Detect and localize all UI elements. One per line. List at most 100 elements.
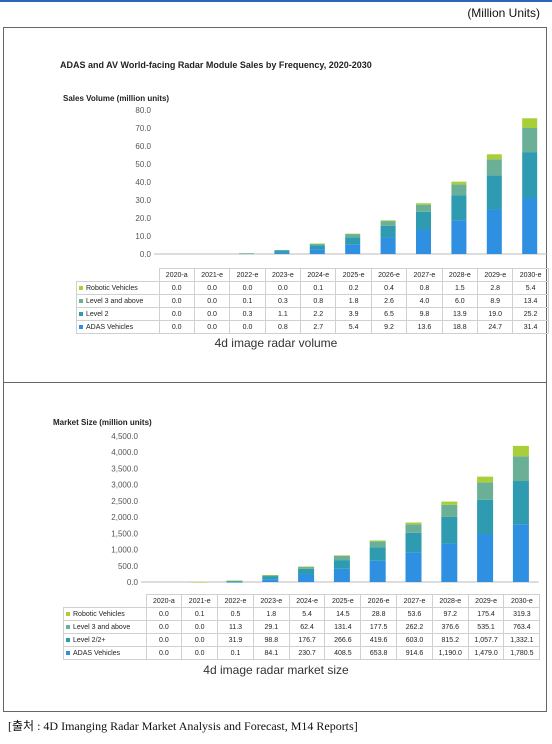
bar-segment	[441, 543, 458, 582]
data-label: 0.0	[181, 620, 219, 634]
data-label: 0.0	[158, 281, 195, 295]
legend-entry: Level 2/2+	[63, 633, 147, 647]
data-label: 176.7	[288, 633, 326, 647]
bar-segment	[309, 249, 325, 254]
y-tick-label: 0.0	[127, 578, 139, 587]
legend-swatch	[66, 637, 70, 642]
data-label: 29.1	[252, 620, 290, 634]
data-label: 0.0	[193, 320, 231, 334]
data-label: 0.1	[300, 281, 337, 295]
data-label: 3.9	[335, 307, 372, 321]
legend-swatch	[79, 285, 83, 290]
data-label: 1,057.7	[467, 633, 505, 647]
x-tick-label: 2021-e	[193, 268, 231, 282]
table-row: Robotic Vehicles 0.0 0.1 0.5 1.8 5.4 14.5 28.8 5…	[63, 607, 541, 621]
y-tick-label: 80.0	[135, 106, 151, 115]
data-label: 0.0	[158, 307, 195, 321]
bar-segment	[477, 499, 494, 535]
legend-entry: Robotic Vehicles	[63, 607, 147, 621]
bar-segment	[416, 203, 431, 205]
y-tick-label: 30.0	[135, 196, 151, 205]
bar-segment	[380, 221, 396, 226]
data-label: 0.8	[406, 281, 443, 295]
table-row: ADAS Vehicles 0.0 0.0 0.0 0.8 2.7 5.4 9.2 13.6 18…	[76, 320, 549, 334]
legend-swatch	[79, 298, 83, 303]
bar-segment	[522, 118, 538, 128]
data-label: 13.9	[441, 307, 479, 321]
bar-segment	[369, 540, 386, 542]
data-label: 131.4	[324, 620, 362, 634]
data-label: 0.0	[229, 320, 266, 334]
x-tick-label: 2030-e	[503, 594, 541, 608]
data-label: 0.0	[158, 294, 195, 308]
data-label: 5.4	[288, 607, 326, 621]
y-tick-label: 3,000.0	[111, 481, 138, 490]
data-label: 262.2	[396, 620, 433, 634]
data-label: 419.6	[360, 633, 398, 647]
legend-swatch	[79, 324, 83, 329]
table-row: Level 2/2+ 0.0 0.0 31.9 98.8 176.7 266.6 419.6 6…	[63, 633, 541, 647]
legend-entry: Level 3 and above	[63, 620, 147, 634]
data-label: 0.0	[181, 633, 219, 647]
x-tick-label: 2022-e	[217, 594, 254, 608]
data-label: 603.0	[396, 633, 433, 647]
data-label: 5.4	[512, 281, 549, 295]
bar-segment	[441, 504, 458, 517]
market-y-axis-title: Market Size (million units)	[53, 418, 152, 427]
bar-segment	[274, 250, 290, 251]
chart-title: ADAS and AV World-facing Radar Module Sa…	[60, 60, 372, 70]
legend-entry: Robotic Vehicles	[76, 281, 160, 295]
bar-segment	[190, 581, 207, 583]
bar-segment	[512, 481, 529, 525]
y-tick-label: 0.0	[140, 250, 152, 259]
data-label: 0.0	[158, 320, 195, 334]
y-tick-label: 1,000.0	[111, 546, 138, 555]
bar-segment	[416, 211, 431, 230]
x-tick-label: 2030-e	[512, 268, 549, 282]
bar-segment	[451, 220, 467, 254]
bar-segment	[486, 175, 502, 210]
data-label: 0.0	[193, 281, 231, 295]
x-tick-label: 2024-e	[288, 594, 326, 608]
y-tick-label: 20.0	[135, 214, 151, 223]
table-row: Robotic Vehicles 0.0 0.0 0.0 0.0 0.1 0.2 0.4 0.8…	[76, 281, 549, 295]
bar-segment	[345, 237, 361, 245]
bar-segment	[512, 456, 529, 482]
data-label: 1.5	[441, 281, 479, 295]
y-tick-label: 10.0	[135, 232, 151, 241]
y-tick-label: 4,500.0	[111, 432, 138, 441]
data-label: 6.0	[441, 294, 479, 308]
data-label: 535.1	[467, 620, 505, 634]
data-label: 98.8	[252, 633, 290, 647]
bar-segment	[333, 555, 350, 561]
data-label: 0.4	[370, 281, 408, 295]
data-label: 177.5	[360, 620, 398, 634]
data-label: 11.3	[217, 620, 254, 634]
y-tick-label: 2,500.0	[111, 497, 138, 506]
data-label: 0.0	[193, 294, 231, 308]
bar-segment	[369, 547, 386, 561]
data-label: 18.8	[441, 320, 479, 334]
bar-segment	[477, 476, 494, 483]
data-label: 408.5	[324, 646, 362, 660]
x-tick-label: 2028-e	[441, 268, 479, 282]
y-tick-label: 50.0	[135, 160, 151, 169]
legend-swatch	[66, 611, 70, 616]
legend-swatch	[79, 311, 83, 316]
x-tick-label: 2026-e	[370, 268, 408, 282]
data-label: 1.1	[264, 307, 302, 321]
legend-swatch	[66, 624, 70, 629]
x-tick-label: 2023-e	[264, 268, 302, 282]
bar-segment	[451, 195, 467, 221]
legend-swatch	[66, 650, 70, 655]
bar-segment	[486, 154, 502, 160]
data-label: 376.6	[431, 620, 469, 634]
market-data-table: 2020-a 2021-e 2022-e 2023-e 2024-e 2025-e 2026…	[63, 594, 541, 660]
data-label: 28.8	[360, 607, 398, 621]
bar-segment	[441, 516, 458, 544]
x-tick-label: 2020-a	[145, 594, 183, 608]
bar-segment	[380, 220, 396, 222]
bar-segment	[405, 522, 422, 525]
table-row: Level 2 0.0 0.0 0.3 1.1 2.2 3.9 6.5 9.8 13.9 19.0 2…	[76, 307, 549, 321]
